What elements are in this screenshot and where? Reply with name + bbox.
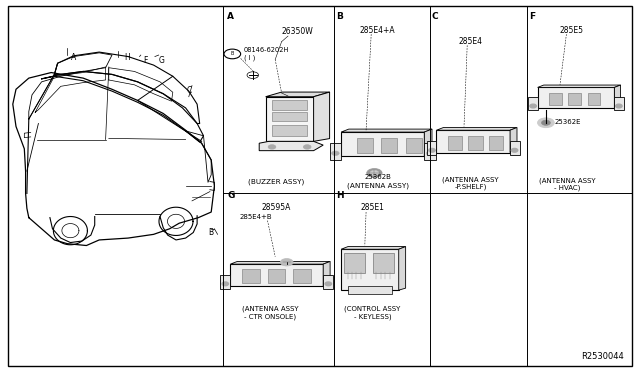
Text: F: F bbox=[144, 56, 148, 65]
Polygon shape bbox=[341, 247, 406, 249]
Text: 25362E: 25362E bbox=[554, 119, 580, 125]
Text: H: H bbox=[124, 53, 129, 62]
Bar bbox=[330, 143, 341, 160]
Text: F: F bbox=[529, 12, 536, 20]
Circle shape bbox=[222, 282, 228, 286]
Bar bbox=[528, 97, 538, 110]
Text: H: H bbox=[336, 191, 344, 200]
Text: 285E4: 285E4 bbox=[458, 37, 483, 46]
Bar bbox=[272, 100, 307, 110]
Text: A: A bbox=[227, 12, 234, 20]
Circle shape bbox=[530, 104, 536, 108]
Text: - CTR ONSOLE): - CTR ONSOLE) bbox=[244, 313, 296, 320]
Bar bbox=[406, 138, 422, 153]
Text: 285E4+A: 285E4+A bbox=[360, 26, 396, 35]
Polygon shape bbox=[538, 85, 621, 87]
Bar bbox=[272, 112, 307, 121]
Text: - HVAC): - HVAC) bbox=[554, 185, 580, 191]
Polygon shape bbox=[323, 262, 330, 286]
Text: 08146-6202H: 08146-6202H bbox=[244, 47, 289, 53]
Bar bbox=[614, 97, 624, 110]
Text: 28595A: 28595A bbox=[262, 203, 291, 212]
Text: ( I ): ( I ) bbox=[244, 55, 255, 61]
Text: (ANTENNA ASSY: (ANTENNA ASSY bbox=[242, 306, 298, 312]
Circle shape bbox=[268, 145, 276, 149]
Bar bbox=[230, 264, 323, 286]
Text: (BUZZER ASSY): (BUZZER ASSY) bbox=[248, 178, 305, 185]
Text: - KEYLESS): - KEYLESS) bbox=[354, 313, 391, 320]
Text: G: G bbox=[158, 56, 164, 65]
Bar bbox=[242, 269, 260, 283]
Bar bbox=[272, 125, 307, 136]
Circle shape bbox=[538, 118, 554, 128]
Bar bbox=[323, 275, 333, 289]
Bar bbox=[489, 136, 503, 150]
Bar bbox=[538, 87, 614, 108]
Bar bbox=[510, 141, 520, 155]
Bar bbox=[468, 136, 483, 150]
Polygon shape bbox=[399, 247, 406, 290]
Text: (CONTROL ASSY: (CONTROL ASSY bbox=[344, 306, 401, 312]
Bar bbox=[348, 286, 392, 294]
Bar bbox=[568, 93, 581, 105]
Text: 285E1: 285E1 bbox=[360, 203, 385, 212]
Bar bbox=[549, 93, 562, 105]
Polygon shape bbox=[424, 129, 432, 156]
Text: G: G bbox=[227, 191, 235, 200]
Bar bbox=[588, 93, 600, 105]
Polygon shape bbox=[314, 92, 330, 141]
Text: B: B bbox=[209, 228, 214, 237]
Circle shape bbox=[332, 151, 339, 155]
Circle shape bbox=[429, 148, 435, 152]
Circle shape bbox=[303, 145, 311, 149]
Polygon shape bbox=[266, 92, 330, 97]
Circle shape bbox=[616, 104, 622, 108]
Bar bbox=[220, 275, 230, 289]
Bar bbox=[448, 136, 462, 150]
Bar bbox=[427, 141, 436, 155]
Bar bbox=[436, 130, 510, 153]
Polygon shape bbox=[436, 128, 517, 130]
Bar bbox=[357, 138, 373, 153]
Text: B: B bbox=[230, 51, 234, 57]
Circle shape bbox=[426, 151, 434, 155]
Bar bbox=[268, 269, 285, 283]
Circle shape bbox=[280, 259, 293, 266]
Text: 25362B: 25362B bbox=[364, 174, 391, 180]
Text: 26350W: 26350W bbox=[282, 27, 314, 36]
Text: (ANTENNA ASSY: (ANTENNA ASSY bbox=[442, 177, 499, 183]
Text: B: B bbox=[336, 12, 343, 20]
Text: C: C bbox=[186, 86, 191, 94]
Bar bbox=[341, 132, 424, 156]
Text: (ANTENNA ASSY): (ANTENNA ASSY) bbox=[347, 182, 408, 189]
Bar bbox=[373, 253, 394, 273]
Bar bbox=[266, 97, 314, 141]
Circle shape bbox=[367, 169, 382, 177]
Polygon shape bbox=[341, 129, 432, 132]
Text: -P.SHELF): -P.SHELF) bbox=[454, 184, 486, 190]
Text: (ANTENNA ASSY: (ANTENNA ASSY bbox=[539, 177, 595, 184]
Circle shape bbox=[325, 282, 332, 286]
Polygon shape bbox=[230, 262, 330, 264]
Circle shape bbox=[511, 148, 518, 152]
Text: 285E4+B: 285E4+B bbox=[239, 214, 271, 220]
Text: 285E5: 285E5 bbox=[559, 26, 584, 35]
Text: R2530044: R2530044 bbox=[581, 352, 624, 361]
Polygon shape bbox=[259, 141, 323, 151]
Polygon shape bbox=[614, 85, 621, 108]
Bar bbox=[424, 143, 436, 160]
Bar bbox=[344, 253, 365, 273]
Bar bbox=[341, 249, 399, 290]
Circle shape bbox=[541, 120, 550, 125]
Text: A: A bbox=[71, 53, 76, 62]
Text: C: C bbox=[432, 12, 438, 20]
Circle shape bbox=[370, 170, 379, 176]
Polygon shape bbox=[510, 128, 517, 153]
Bar bbox=[293, 269, 311, 283]
Bar bbox=[381, 138, 397, 153]
